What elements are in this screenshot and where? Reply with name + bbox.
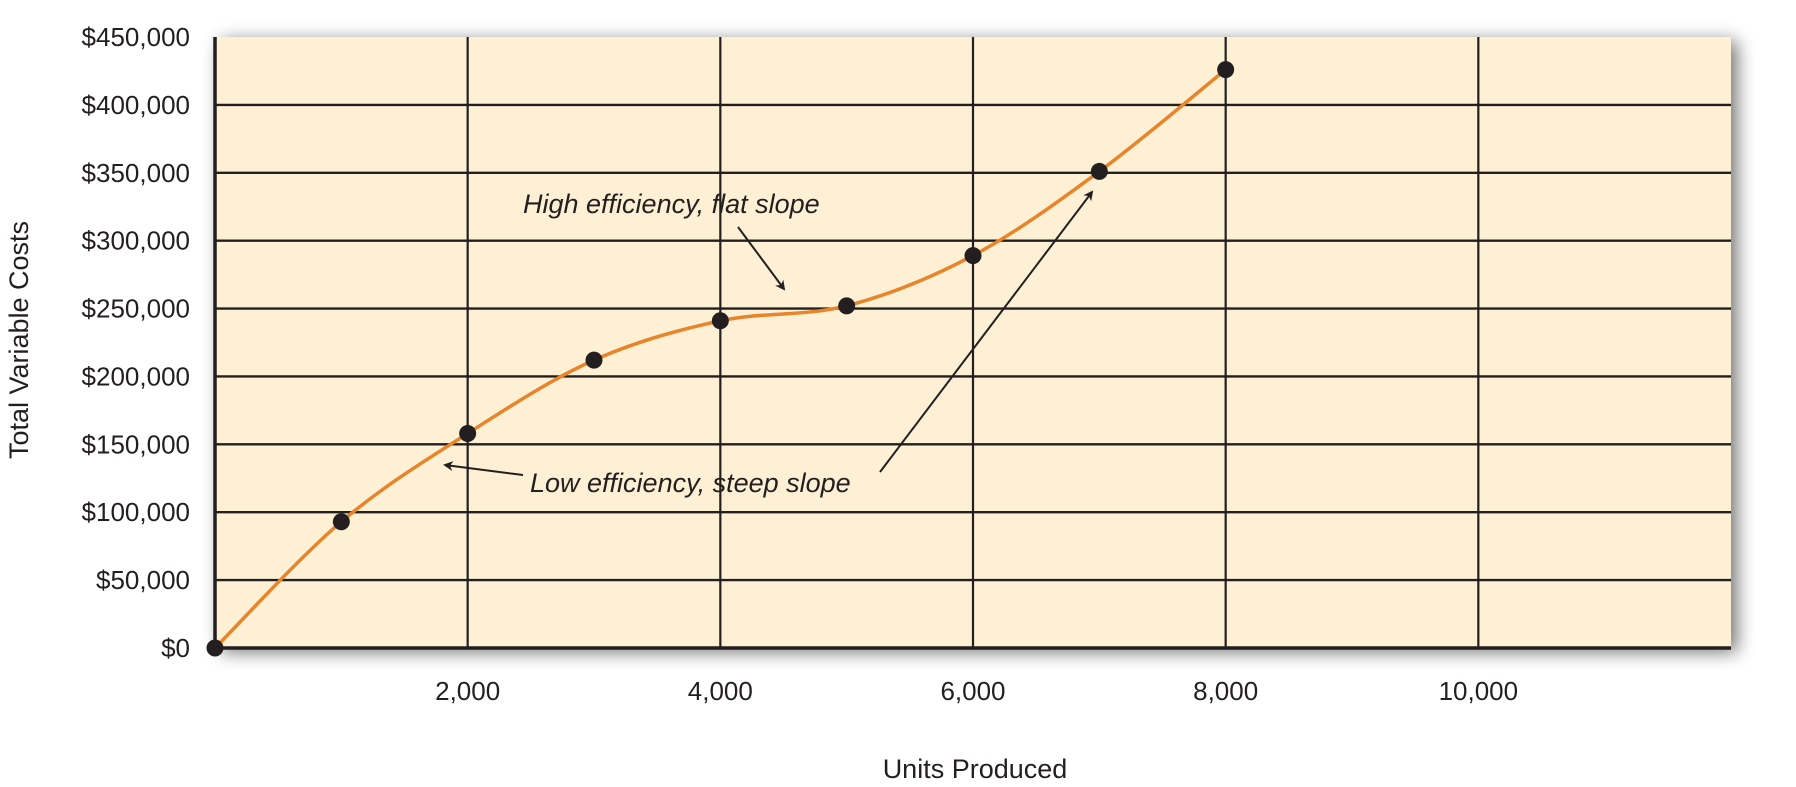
y-tick-label: $0 (161, 633, 190, 663)
y-tick-label: $150,000 (82, 429, 190, 459)
data-point (838, 297, 856, 315)
data-point (585, 351, 603, 369)
x-axis-ticks: 2,000 4,000 6,000 8,000 10,000 (435, 676, 1518, 706)
arrow-high-efficiency (737, 226, 786, 291)
annotation-low-efficiency: Low efficiency, steep slope (530, 468, 851, 498)
data-point (964, 247, 982, 265)
y-tick-label: $100,000 (82, 497, 190, 527)
y-tick-label: $200,000 (82, 361, 190, 391)
data-point (459, 424, 477, 442)
data-point (332, 513, 350, 531)
x-tick-label: 2,000 (435, 676, 500, 706)
axes (213, 37, 1731, 650)
y-tick-label: $250,000 (82, 294, 190, 324)
data-markers (206, 61, 1235, 657)
data-point (1090, 162, 1108, 180)
data-point (206, 639, 224, 657)
x-tick-label: 4,000 (688, 676, 753, 706)
x-axis-title: Units Produced (883, 754, 1068, 784)
data-point (1217, 61, 1235, 79)
y-tick-label: $450,000 (82, 22, 190, 52)
y-tick-label: $350,000 (82, 158, 190, 188)
y-axis-title: Total Variable Costs (4, 221, 34, 459)
x-tick-label: 6,000 (940, 676, 1005, 706)
data-point (711, 312, 729, 330)
gridlines (215, 37, 1731, 648)
y-tick-label: $50,000 (96, 565, 190, 595)
arrow-low-efficiency-left (443, 461, 524, 476)
x-tick-label: 8,000 (1193, 676, 1258, 706)
annotation-high-efficiency: High efficiency, flat slope (523, 189, 820, 219)
y-tick-label: $300,000 (82, 226, 190, 256)
y-tick-label: $400,000 (82, 90, 190, 120)
arrow-low-efficiency-right (879, 190, 1094, 473)
x-tick-label: 10,000 (1439, 676, 1519, 706)
y-axis-ticks: $0 $50,000 $100,000 $150,000 $200,000 $250,00… (82, 22, 190, 663)
